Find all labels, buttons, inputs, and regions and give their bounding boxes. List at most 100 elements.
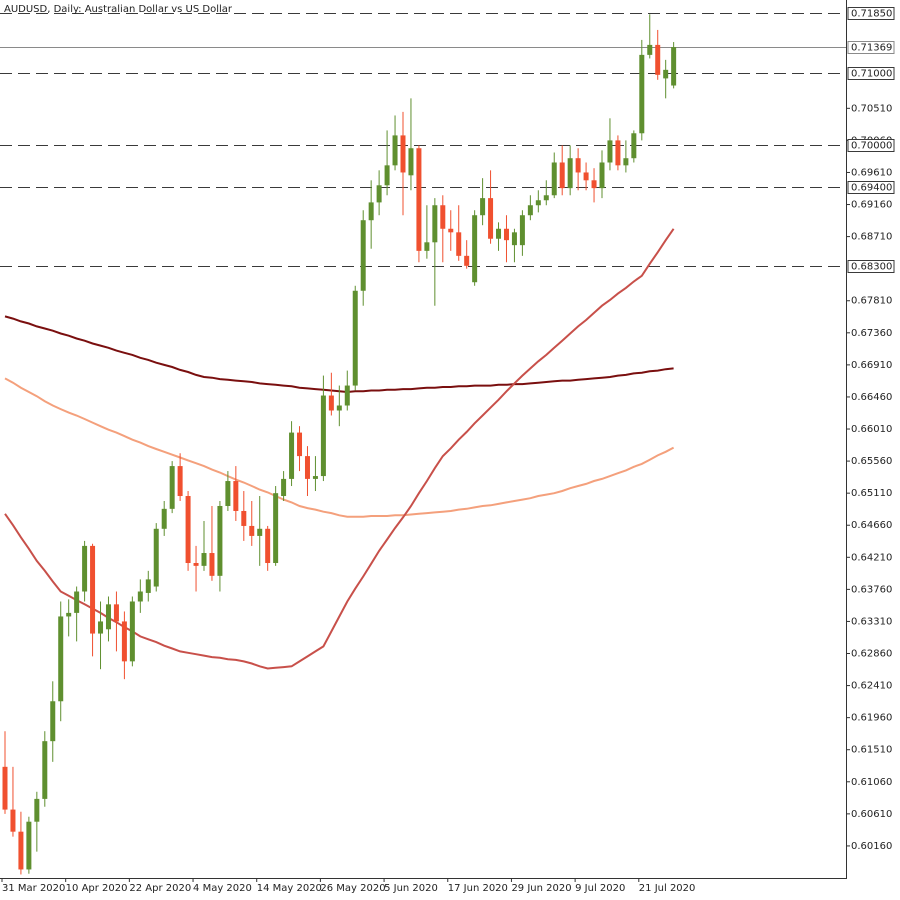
x-tick-label: 10 Apr 2020 — [66, 883, 128, 894]
candle-body — [90, 545, 96, 634]
level-label-box — [847, 181, 895, 194]
candle-body — [551, 162, 557, 196]
candle-body — [368, 202, 374, 221]
y-tick-label: 0.64660 — [851, 520, 892, 531]
candle-body — [496, 228, 502, 239]
candle-body — [217, 505, 223, 576]
candle-body — [185, 496, 191, 564]
candle-body — [304, 456, 310, 479]
candle-body — [328, 395, 334, 411]
candle-body — [105, 604, 111, 630]
candle-body — [527, 205, 533, 216]
y-tick-label: 0.67810 — [851, 296, 892, 307]
candle-body — [50, 701, 56, 742]
candle-body — [336, 405, 342, 411]
candle-body — [519, 215, 525, 246]
x-tick-label: 26 May 2020 — [320, 883, 385, 894]
y-tick-label: 0.64210 — [851, 552, 892, 563]
level-label-box — [847, 139, 895, 152]
y-tick-label: 0.65110 — [851, 488, 892, 499]
candle-body — [42, 741, 48, 799]
candle-body — [655, 44, 661, 75]
candle-body — [26, 821, 32, 870]
candle-body — [464, 255, 470, 266]
level-label-box — [847, 260, 895, 273]
y-tick-label: 0.68710 — [851, 232, 892, 243]
plot-area — [0, 13, 846, 875]
level-label-box — [847, 67, 895, 80]
y-tick-label: 0.67360 — [851, 328, 892, 339]
y-tick-label: 0.66910 — [851, 360, 892, 371]
candle-body — [623, 158, 629, 166]
candle-body — [297, 432, 303, 457]
y-tick-label: 0.70510 — [851, 103, 892, 114]
candle-body — [74, 591, 80, 613]
candle-body — [424, 242, 430, 251]
candle-body — [559, 162, 565, 189]
candle-body — [161, 508, 167, 529]
candle-body — [249, 525, 255, 536]
candle-body — [607, 140, 613, 163]
candle-body — [113, 604, 119, 622]
candle-body — [225, 481, 231, 506]
candle-body — [376, 185, 382, 203]
candle-body — [615, 140, 621, 166]
candle-body — [400, 135, 406, 173]
candle-body — [145, 579, 151, 593]
candle-body — [193, 563, 199, 566]
candle-body — [98, 621, 104, 634]
candle-body — [233, 481, 239, 511]
candle-body — [488, 198, 494, 239]
x-tick-label: 5 Jun 2020 — [384, 883, 438, 894]
candle-body — [265, 528, 271, 564]
candle-body — [66, 612, 72, 617]
x-tick-label: 9 Jul 2020 — [575, 883, 625, 894]
candle-body — [360, 220, 366, 291]
y-tick-label: 0.66460 — [851, 392, 892, 403]
y-tick-label: 0.65560 — [851, 456, 892, 467]
candle-body — [18, 831, 24, 870]
x-tick-label: 21 Jul 2020 — [639, 883, 696, 894]
candle-body — [408, 148, 414, 176]
level-label-box — [847, 7, 895, 20]
candle-body — [631, 133, 637, 159]
candle-body — [583, 172, 589, 181]
candle-body — [440, 205, 446, 229]
level-label: 0.69400 — [851, 183, 892, 194]
candle-body — [344, 385, 350, 406]
axes: 0.705100.700600.696100.691600.687100.678… — [1, 7, 895, 894]
candle-body — [289, 432, 295, 479]
candle-body — [177, 466, 183, 497]
x-tick-label: 29 Jun 2020 — [511, 883, 571, 894]
candle-body — [2, 766, 8, 810]
y-tick-label: 0.60610 — [851, 809, 892, 820]
x-tick-label: 31 Mar 2020 — [2, 883, 65, 894]
candle-body — [480, 198, 486, 216]
current-price-label: 0.71369 — [851, 43, 892, 54]
candle-body — [201, 553, 207, 566]
candle-body — [392, 135, 398, 166]
candle-body — [647, 44, 653, 55]
candle-body — [121, 621, 127, 662]
candle-body — [663, 69, 669, 79]
candle-body — [10, 809, 16, 832]
candle-body — [456, 232, 462, 256]
moving-average-line — [4, 377, 675, 518]
candle-body — [209, 553, 215, 576]
current-price-box — [847, 41, 895, 54]
candle-body — [448, 228, 454, 233]
chart-title: AUDUSD, Daily: Australian Dollar vs US D… — [4, 4, 233, 15]
y-tick-label: 0.62860 — [851, 649, 892, 660]
candle-body — [671, 47, 677, 86]
candle-body — [58, 616, 64, 702]
candle-body — [575, 158, 581, 173]
candle-body — [472, 215, 478, 283]
candle-body — [503, 228, 509, 241]
candle-body — [535, 200, 541, 206]
candle-body — [273, 493, 279, 564]
candle-body — [511, 232, 517, 246]
candle-body — [599, 162, 605, 189]
level-label: 0.70000 — [851, 141, 892, 152]
